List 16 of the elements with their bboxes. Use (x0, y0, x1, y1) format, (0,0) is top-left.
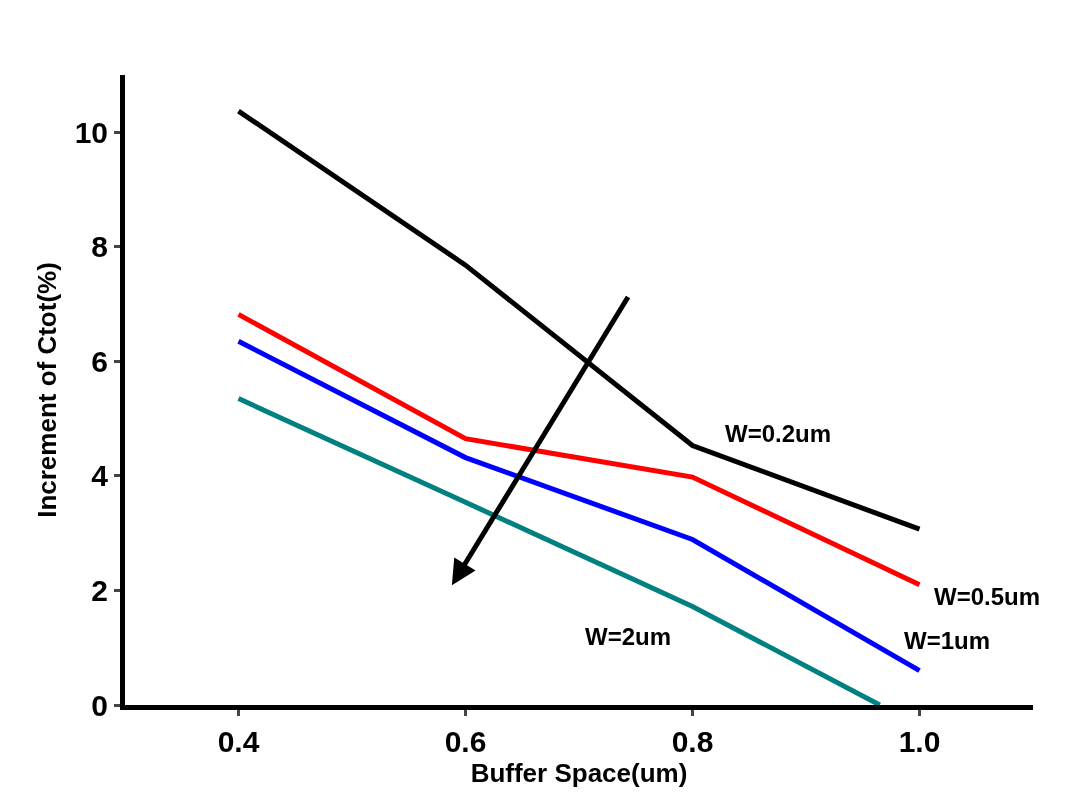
y-tick-label: 4 (91, 459, 109, 493)
x-tick-label: 0.6 (444, 725, 487, 758)
series-label: W=2um (585, 623, 672, 650)
x-tick-label: 1.0 (898, 725, 941, 758)
series-label: W=0.5um (934, 583, 1041, 610)
x-tick-label: 0.4 (217, 725, 260, 758)
x-axis-title: Buffer Space(um) (470, 758, 688, 788)
series-label: W=1um (904, 627, 991, 654)
y-tick-label: 6 (91, 344, 108, 378)
y-tick-label: 2 (91, 573, 108, 607)
y-tick-label: 0 (91, 688, 108, 722)
y-tick-label: 8 (91, 230, 108, 264)
y-tick-label: 10 (74, 115, 108, 149)
series-label: W=0.2um (725, 420, 832, 447)
x-tick-label: 0.8 (671, 725, 714, 758)
y-axis-title: Increment of Ctot(%) (32, 262, 63, 518)
